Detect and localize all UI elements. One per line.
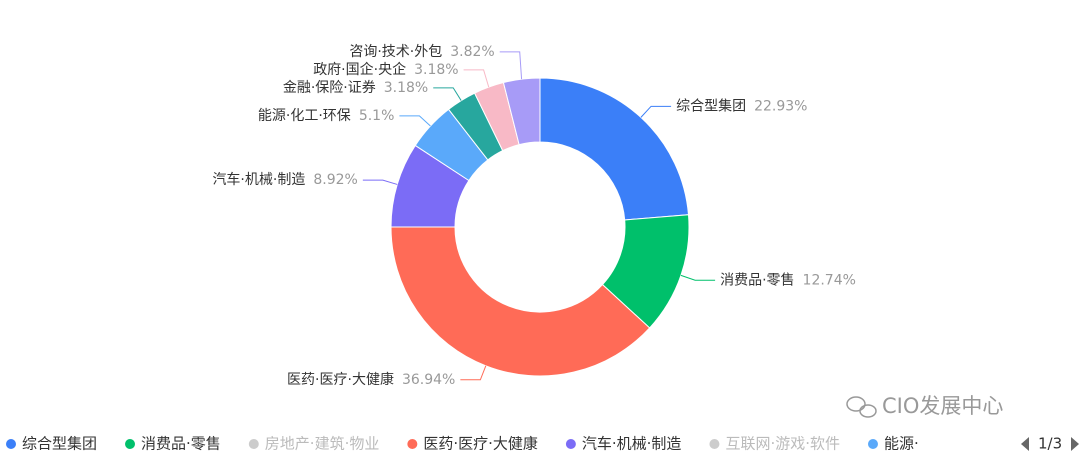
label-name: 汽车·机械·制造 [212,171,305,188]
slice [390,226,651,377]
label-name: 金融·保险·证券 [283,80,376,96]
label-name: 消费品·零售 [720,272,794,288]
pager-next[interactable] [1071,437,1079,451]
legend-label: 互联网·游戏·软件 [725,435,840,453]
label-value: 36.94% [402,372,455,388]
label-name: 能源·化工·环保 [258,108,351,124]
slice [502,77,541,146]
label-name: 咨询·技术·外包 [349,44,442,60]
legend-marker [125,439,136,449]
slice-label: 咨询·技术·外包 3.82% [349,44,494,60]
leader-line [463,69,490,88]
legend-marker [248,439,259,449]
label-value: 22.93% [754,98,807,114]
watermark-icon [846,396,877,418]
legend-label: 消费品·零售 [141,435,221,453]
pager-text: 1/3 [1038,435,1062,453]
legend-label: 汽车·机械·制造 [582,435,682,453]
slice [539,77,690,221]
label-value: 5.1% [359,108,395,124]
legend-label: 房地产·建筑·物业 [265,435,380,453]
legend-label: 能源· [884,435,919,453]
label-value: 3.82% [450,44,494,60]
slice-label: 汽车·机械·制造 8.92% [212,171,357,188]
label-name: 政府·国企·央企 [313,61,406,78]
legend-marker [709,439,720,449]
legend-marker [867,439,878,449]
slice-label: 医药·医疗·大健康 36.94% [287,371,455,388]
label-value: 3.18% [384,80,428,96]
legend-marker [565,439,576,449]
legend-label: 医药·医疗·大健康 [423,435,538,453]
label-name: 综合型集团 [676,97,746,114]
label-value: 12.74% [803,272,856,288]
slice-label: 能源·化工·环保 5.1% [258,108,394,124]
slice-label: 政府·国企·央企 3.18% [313,61,458,78]
slice-label: 金融·保险·证券 3.18% [283,80,428,96]
watermark: CIO发展中心 [882,394,1003,418]
leader-line [433,87,462,101]
leader-line [399,115,431,127]
legend-marker [407,439,418,449]
leader-line [680,274,716,281]
slice-label: 消费品·零售 12.74% [720,272,856,288]
leader-line [362,179,398,185]
leader-line [460,365,487,381]
legend-marker [6,439,16,449]
legend-label: 综合型集团 [22,435,97,453]
label-value: 8.92% [313,172,357,188]
label-name: 医药·医疗·大健康 [287,371,394,388]
label-value: 3.18% [414,62,458,78]
leader-line [499,51,523,80]
slice-label: 综合型集团 22.93% [676,97,807,114]
leader-line [640,105,672,118]
pager-prev[interactable] [1021,437,1029,451]
